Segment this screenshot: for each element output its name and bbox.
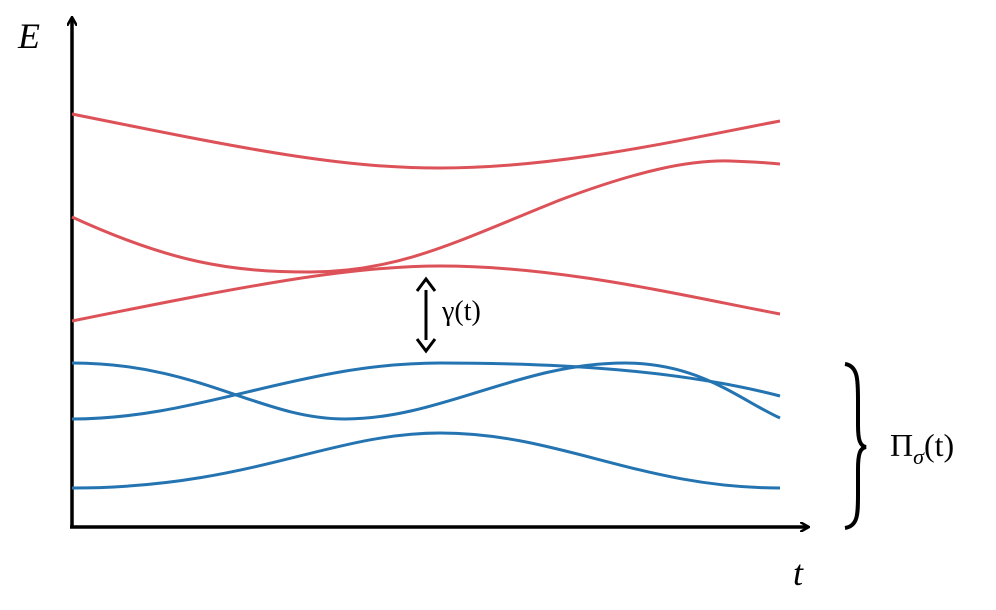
- projection-label: Πσ(t): [890, 427, 954, 469]
- brace: [844, 362, 867, 530]
- gap-arrow-heads: [415, 276, 437, 354]
- energy-level: [71, 112, 781, 170]
- energy-level: [71, 361, 781, 421]
- energy-level: [71, 264, 781, 323]
- projection-subscript: σ: [913, 444, 925, 469]
- y-axis-label: E: [17, 16, 40, 56]
- gap-label: γ(t): [441, 296, 481, 327]
- energy-level: [71, 361, 781, 421]
- energy-level: [71, 159, 781, 274]
- x-axis-label: t: [793, 553, 804, 593]
- projection-base: Π: [890, 427, 913, 463]
- projection-argument: (t): [924, 427, 954, 463]
- energy-level: [71, 431, 781, 490]
